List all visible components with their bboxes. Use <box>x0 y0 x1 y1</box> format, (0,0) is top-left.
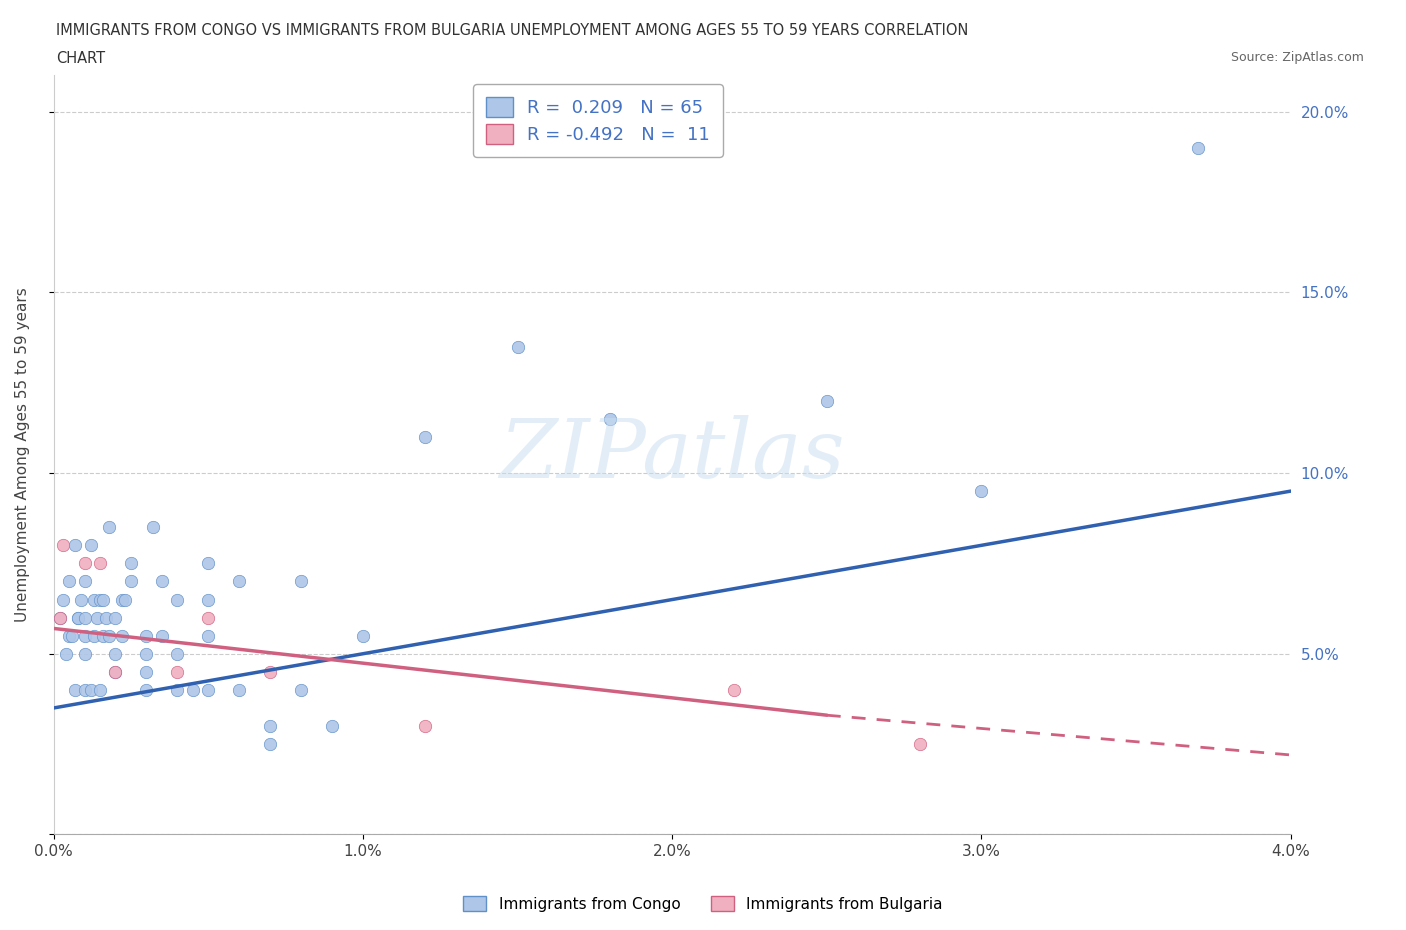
Point <box>67 610 90 625</box>
Point <box>321 719 343 734</box>
Text: ZIPatlas: ZIPatlas <box>499 415 845 495</box>
Point <box>197 683 219 698</box>
Point <box>60 629 83 644</box>
Point <box>290 574 312 589</box>
Point <box>89 556 111 571</box>
Text: IMMIGRANTS FROM CONGO VS IMMIGRANTS FROM BULGARIA UNEMPLOYMENT AMONG AGES 55 TO : IMMIGRANTS FROM CONGO VS IMMIGRANTS FROM… <box>56 23 969 38</box>
Point <box>142 520 165 535</box>
Point <box>114 592 136 607</box>
Point <box>104 610 127 625</box>
Point <box>58 629 80 644</box>
Point <box>352 629 374 644</box>
Point <box>111 592 134 607</box>
Point <box>65 538 87 552</box>
Point <box>197 629 219 644</box>
Point <box>73 556 96 571</box>
Legend: R =  0.209   N = 65, R = -0.492   N =  11: R = 0.209 N = 65, R = -0.492 N = 11 <box>474 85 723 157</box>
Point <box>166 683 188 698</box>
Point <box>89 683 111 698</box>
Text: Source: ZipAtlas.com: Source: ZipAtlas.com <box>1230 51 1364 64</box>
Point <box>73 683 96 698</box>
Point <box>91 629 114 644</box>
Point <box>120 574 142 589</box>
Point <box>73 629 96 644</box>
Point <box>135 664 157 679</box>
Point <box>1187 140 1209 155</box>
Point <box>98 629 121 644</box>
Point <box>58 574 80 589</box>
Point <box>970 484 993 498</box>
Point <box>104 664 127 679</box>
Point <box>49 610 72 625</box>
Point <box>599 411 621 426</box>
Point <box>197 592 219 607</box>
Point <box>150 629 173 644</box>
Point <box>166 664 188 679</box>
Point <box>89 592 111 607</box>
Point <box>83 592 105 607</box>
Point <box>135 646 157 661</box>
Point <box>506 339 529 354</box>
Point <box>111 629 134 644</box>
Point <box>228 574 250 589</box>
Point <box>197 610 219 625</box>
Point <box>65 683 87 698</box>
Point <box>52 592 75 607</box>
Point <box>290 683 312 698</box>
Point <box>83 629 105 644</box>
Point <box>73 610 96 625</box>
Point <box>150 574 173 589</box>
Point <box>259 719 281 734</box>
Point <box>73 646 96 661</box>
Point <box>80 538 103 552</box>
Point <box>413 430 436 445</box>
Point <box>80 683 103 698</box>
Point <box>55 646 77 661</box>
Point <box>166 646 188 661</box>
Y-axis label: Unemployment Among Ages 55 to 59 years: Unemployment Among Ages 55 to 59 years <box>15 287 30 622</box>
Point <box>815 393 838 408</box>
Point <box>86 610 108 625</box>
Point <box>49 610 72 625</box>
Point <box>104 664 127 679</box>
Point <box>723 683 745 698</box>
Point <box>73 574 96 589</box>
Point <box>181 683 204 698</box>
Point <box>908 737 931 751</box>
Point <box>96 610 118 625</box>
Point <box>135 629 157 644</box>
Legend: Immigrants from Congo, Immigrants from Bulgaria: Immigrants from Congo, Immigrants from B… <box>457 889 949 918</box>
Point <box>259 737 281 751</box>
Point <box>413 719 436 734</box>
Point <box>67 610 90 625</box>
Point <box>104 646 127 661</box>
Text: CHART: CHART <box>56 51 105 66</box>
Point <box>135 683 157 698</box>
Point <box>166 592 188 607</box>
Point <box>52 538 75 552</box>
Point <box>197 556 219 571</box>
Point <box>70 592 93 607</box>
Point <box>228 683 250 698</box>
Point <box>91 592 114 607</box>
Point <box>98 520 121 535</box>
Point <box>259 664 281 679</box>
Point <box>120 556 142 571</box>
